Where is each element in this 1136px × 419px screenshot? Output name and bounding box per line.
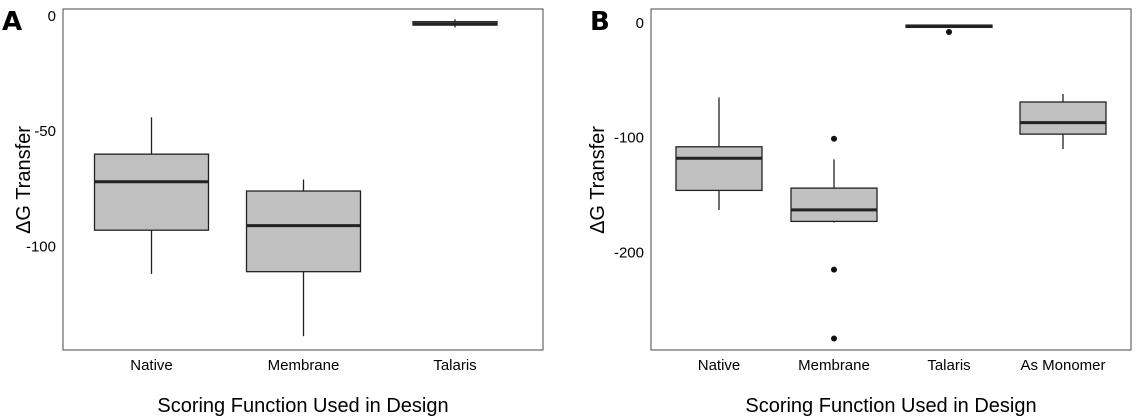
plot-frame-a <box>62 8 544 351</box>
x-tick-label: Talaris <box>433 357 476 374</box>
box-marks-a <box>93 19 498 337</box>
panel-letter-a: A <box>2 7 22 37</box>
outlier-point <box>831 135 837 142</box>
y-tick-label: -50 <box>34 123 56 140</box>
box <box>1019 101 1107 135</box>
x-axis-title-b: Scoring Function Used in Design <box>745 395 1036 417</box>
x-tick-label: Membrane <box>268 357 340 374</box>
y-ticks-b: 0 -100 -200 <box>614 15 644 262</box>
x-tick-label: Talaris <box>927 357 970 374</box>
panel-a: A 0 -50 -100 Native Membrane Talaris ΔG Tran… <box>2 7 544 417</box>
y-tick-label: -100 <box>26 238 56 255</box>
x-tick-label: Membrane <box>798 357 870 374</box>
outlier-point <box>946 28 952 35</box>
y-axis-title-b: ΔG Transfer <box>587 126 609 234</box>
x-tick-label: Native <box>698 357 741 374</box>
y-tick-label: 0 <box>48 8 56 25</box>
x-ticks-b: Native Membrane Talaris As Monomer <box>698 357 1106 374</box>
x-tick-label: As Monomer <box>1020 357 1105 374</box>
x-tick-label: Native <box>130 357 173 374</box>
panel-letter-b: B <box>590 7 610 37</box>
box <box>675 146 763 192</box>
y-tick-label: 0 <box>636 15 644 32</box>
y-tick-label: -200 <box>614 244 644 261</box>
y-axis-title-a: ΔG Transfer <box>13 126 35 234</box>
box <box>790 187 878 223</box>
x-axis-title-a: Scoring Function Used in Design <box>157 395 448 417</box>
box <box>93 153 210 231</box>
y-ticks-a: 0 -50 -100 <box>26 8 56 255</box>
y-tick-label: -100 <box>614 130 644 147</box>
panel-b: B 0 -100 -200 Native Membrane Talaris As Mono… <box>587 7 1132 417</box>
outlier-point <box>831 335 837 342</box>
outlier-point <box>831 266 837 273</box>
box <box>245 190 362 273</box>
x-ticks-a: Native Membrane Talaris <box>130 357 476 374</box>
box-marks-b <box>675 24 1107 342</box>
plot-frame-b <box>650 8 1132 351</box>
